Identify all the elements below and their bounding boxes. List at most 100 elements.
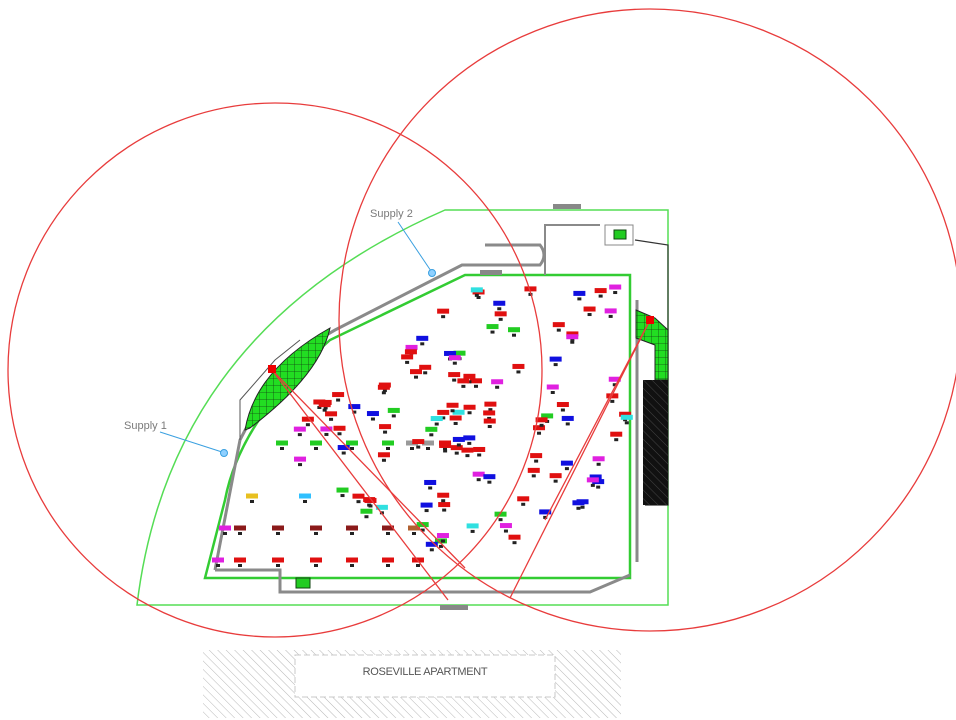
- bay-marker: [314, 447, 318, 450]
- parking-bay: [508, 327, 521, 333]
- bay-marker: [352, 410, 357, 414]
- parking-bay: [444, 350, 457, 356]
- building-label: ROSEVILLE APARTMENT: [363, 666, 488, 678]
- bay-marker: [556, 328, 561, 332]
- structure: [643, 380, 668, 505]
- parking-bay: [452, 436, 465, 442]
- bay-marker: [564, 467, 569, 471]
- bay-marker: [440, 539, 445, 543]
- bay-marker: [577, 297, 582, 301]
- parking-bay: [382, 440, 394, 446]
- parking-bay: [234, 525, 246, 531]
- parking-bay: [438, 502, 451, 508]
- parking-bay: [310, 525, 322, 531]
- parking-bay: [461, 447, 474, 453]
- parking-bay: [486, 324, 499, 330]
- bay-marker: [329, 417, 334, 421]
- bay-marker: [487, 416, 492, 420]
- parking-bay: [472, 471, 485, 477]
- supply-2: Supply 2: [370, 208, 436, 277]
- parking-bay: [484, 401, 497, 407]
- parking-bay: [530, 453, 543, 459]
- bay-marker: [238, 532, 242, 535]
- parking-bay: [272, 525, 284, 531]
- parking-bay: [437, 492, 450, 498]
- bay-marker: [381, 391, 386, 395]
- bay-marker: [598, 294, 603, 298]
- bay-marker: [565, 422, 570, 426]
- bay-marker: [280, 447, 284, 450]
- bay-marker: [423, 371, 428, 375]
- parking-bay: [439, 442, 452, 448]
- parking-bay: [453, 350, 466, 356]
- parking-bay: [337, 445, 350, 451]
- bay-marker: [336, 398, 341, 402]
- bay-marker: [386, 532, 390, 535]
- bay-marker: [420, 528, 425, 532]
- bay-marker: [452, 378, 457, 382]
- bay-marker: [450, 409, 455, 413]
- parking-bay: [539, 509, 552, 515]
- bay-marker: [596, 462, 601, 466]
- hose-line: [271, 369, 449, 601]
- bay-marker: [276, 564, 280, 567]
- parking-bay: [463, 435, 476, 441]
- bay-marker: [442, 508, 447, 512]
- bay-marker: [454, 451, 459, 455]
- parking-bay: [604, 308, 617, 314]
- parking-bay: [348, 404, 361, 410]
- bay-marker: [487, 480, 492, 484]
- parking-bay: [494, 311, 507, 317]
- parking-bay: [463, 404, 476, 410]
- bay-marker: [356, 500, 361, 504]
- hose-line: [271, 369, 466, 569]
- bay-marker: [550, 390, 555, 394]
- hose-line: [509, 319, 651, 599]
- bay-marker: [370, 417, 375, 421]
- bay-marker: [322, 408, 327, 412]
- bay-marker: [429, 548, 434, 552]
- parking-bay: [586, 477, 599, 483]
- carpark-boundary: [203, 273, 632, 580]
- landscape: [244, 327, 331, 431]
- bay-marker: [350, 532, 354, 535]
- bay-marker: [476, 478, 481, 482]
- bay-marker: [612, 383, 617, 387]
- bay-marker: [553, 363, 558, 367]
- parking-bay: [333, 425, 346, 431]
- parking-bay: [424, 479, 437, 485]
- site-boundary: [136, 209, 669, 606]
- structure: [604, 224, 634, 246]
- bay-marker: [298, 463, 303, 467]
- bay-marker: [477, 453, 482, 457]
- supply-point: [428, 269, 436, 277]
- parking-bay: [549, 356, 562, 362]
- bay-marker: [610, 399, 615, 403]
- parking-bay: [299, 493, 311, 499]
- parking-bay: [219, 525, 231, 531]
- bay-marker: [614, 438, 619, 442]
- parking-bay: [533, 425, 546, 431]
- parking-bay: [401, 354, 414, 360]
- building-label-box: [294, 654, 556, 698]
- bay-marker: [250, 500, 254, 503]
- parking-bay: [437, 409, 450, 415]
- parking-bay: [379, 424, 392, 430]
- structure: [613, 229, 627, 240]
- parking-bay: [382, 557, 394, 563]
- parking-bay: [483, 474, 496, 480]
- parking-bay: [320, 426, 333, 432]
- wall: [215, 568, 631, 594]
- parking-bay: [420, 502, 433, 508]
- parking-bay: [573, 290, 586, 296]
- bay-marker: [340, 494, 345, 498]
- parking-bay: [377, 384, 390, 390]
- parking-bay: [524, 286, 537, 292]
- parking-bay: [583, 306, 596, 312]
- bay-marker: [323, 406, 328, 410]
- parking-bay: [469, 378, 482, 384]
- bay-marker: [382, 389, 387, 393]
- bay-marker: [337, 432, 342, 436]
- parking-bay: [450, 445, 463, 451]
- parking-bay: [212, 557, 224, 563]
